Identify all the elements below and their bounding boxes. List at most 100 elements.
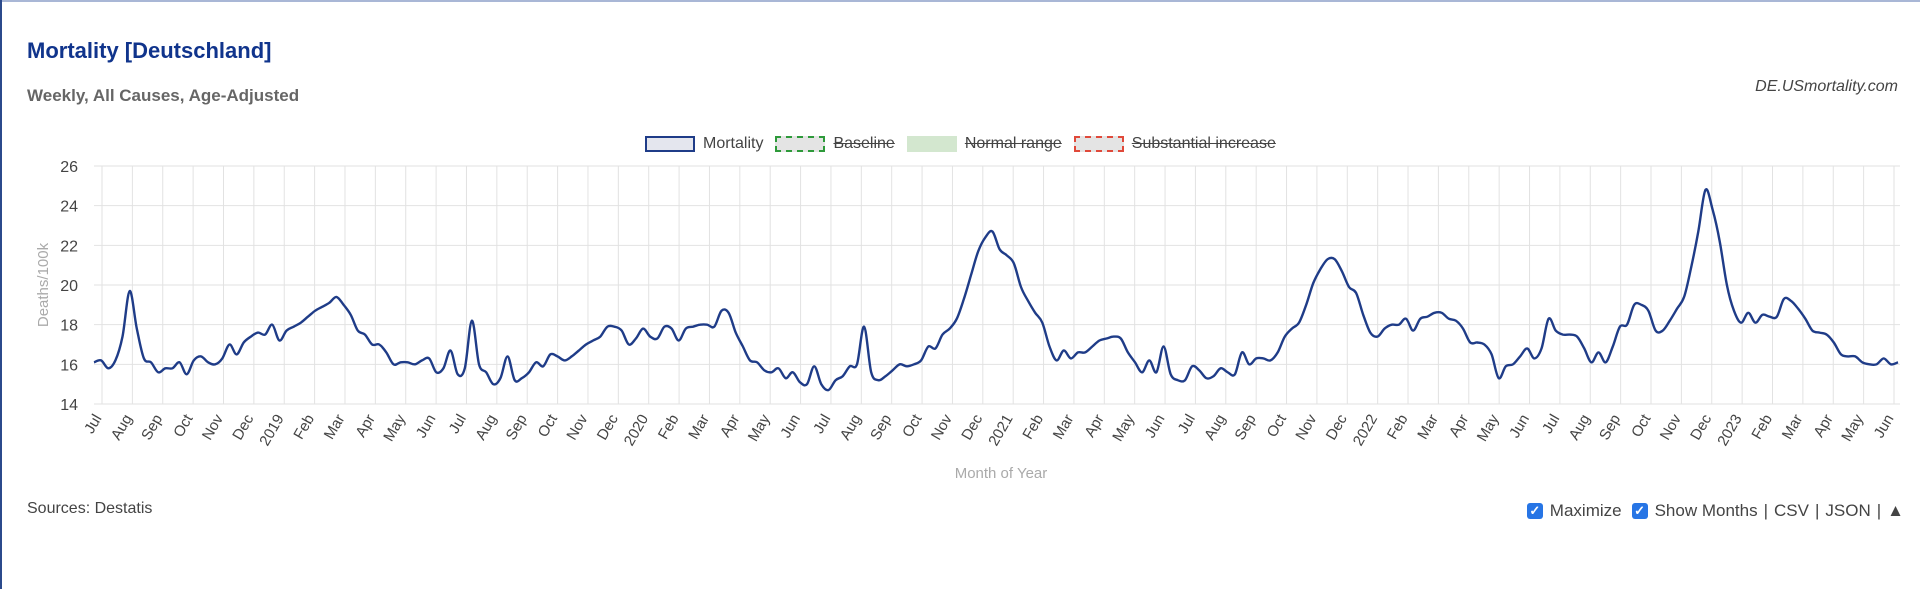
legend-item-mortality[interactable]: Mortality — [645, 135, 763, 153]
x-tick-label: May — [1474, 411, 1503, 444]
x-tick-label: Dec — [1687, 411, 1715, 443]
chart-controls: ✓ Maximize ✓ Show Months | CSV | JSON | … — [1526, 501, 1904, 521]
x-tick-label: Jun — [777, 412, 804, 441]
x-tick-label: Apr — [1081, 411, 1107, 440]
x-tick-label: Oct — [535, 411, 562, 440]
x-tick-label: Nov — [199, 411, 227, 443]
y-tick-label: 18 — [60, 318, 78, 335]
x-tick-label: Oct — [170, 411, 197, 440]
separator: | — [1814, 501, 1820, 520]
x-tick-label: Nov — [1292, 411, 1320, 443]
x-axis-label: Month of Year — [955, 465, 1048, 482]
x-tick-label: Dec — [594, 411, 622, 443]
x-tick-label: Aug — [837, 412, 865, 444]
x-tick-label: 2020 — [621, 412, 652, 449]
site-credit: DE.USmortality.com — [1755, 78, 1898, 95]
legend-label-normal-range: Normal range — [964, 135, 1062, 152]
x-tick-label: Jun — [1142, 412, 1169, 441]
maximize-checkbox[interactable]: ✓ — [1526, 503, 1543, 519]
x-tick-label: Oct — [1264, 411, 1291, 440]
y-axis-label: Deaths/100k — [35, 242, 52, 327]
x-tick-label: Jul — [1539, 412, 1563, 437]
x-tick-label: 2022 — [1350, 412, 1381, 449]
x-tick-label: 2021 — [985, 412, 1016, 449]
csv-link[interactable]: CSV — [1774, 501, 1809, 520]
x-tick-label: Aug — [472, 411, 500, 443]
legend-item-baseline[interactable]: Baseline — [775, 135, 895, 153]
x-tick-label: Nov — [1657, 411, 1685, 443]
x-tick-label: Jun — [413, 412, 440, 441]
x-tick-label: Sep — [503, 412, 531, 444]
x-tick-label: Mar — [1050, 412, 1078, 443]
x-tick-label: Apr — [1446, 411, 1472, 440]
json-link[interactable]: JSON — [1825, 501, 1871, 520]
x-tick-label: Oct — [899, 411, 926, 440]
x-tick-label: Nov — [928, 411, 956, 443]
maximize-label[interactable]: Maximize — [1549, 501, 1622, 520]
show-months-label[interactable]: Show Months — [1654, 501, 1758, 520]
left-rule — [0, 0, 2, 589]
x-tick-label: Sep — [867, 412, 895, 444]
y-tick-label: 20 — [60, 278, 78, 295]
x-tick-label: Jun — [1871, 412, 1898, 441]
legend-swatch-substantial-increase — [1073, 136, 1124, 152]
chart-title: Mortality [Deutschland] — [27, 38, 272, 63]
sources-note: Sources: Destatis — [27, 500, 153, 517]
collapse-arrow-icon[interactable]: ▲ — [1887, 501, 1904, 520]
x-tick-label: Mar — [685, 412, 713, 443]
x-tick-label: 2023 — [1714, 412, 1745, 449]
x-tick-label: Aug — [1566, 412, 1594, 444]
x-tick-label: Feb — [1019, 412, 1047, 443]
y-tick-label: 24 — [60, 199, 78, 216]
x-tick-label: Mar — [1779, 412, 1807, 443]
show-months-checkbox[interactable]: ✓ — [1631, 503, 1648, 519]
chart-subtitle: Weekly, All Causes, Age-Adjusted — [27, 86, 300, 105]
y-tick-label: 14 — [60, 397, 78, 414]
x-tick-label: Oct — [1628, 411, 1655, 440]
x-tick-label: Feb — [290, 412, 318, 443]
legend-label-mortality: Mortality — [703, 135, 764, 152]
x-tick-label: Aug — [1201, 412, 1229, 444]
legend-item-substantial-increase[interactable]: Substantial increase — [1073, 135, 1276, 153]
separator: | — [1876, 501, 1882, 520]
legend-label-substantial-increase: Substantial increase — [1131, 135, 1276, 152]
legend-swatch-baseline — [775, 136, 826, 152]
x-tick-label: Sep — [1232, 412, 1260, 444]
x-tick-label: Dec — [1323, 411, 1351, 443]
legend-item-normal-range[interactable]: Normal range — [906, 135, 1062, 153]
x-tick-label: Jul — [81, 412, 105, 437]
legend-swatch-mortality — [645, 136, 695, 152]
x-tick-label: Feb — [655, 412, 683, 443]
x-tick-label: 2019 — [256, 412, 287, 449]
y-tick-label: 22 — [60, 238, 78, 255]
top-rule — [0, 0, 1920, 2]
x-tick-label: Jun — [1506, 412, 1533, 441]
x-tick-label: Sep — [1596, 412, 1624, 444]
x-tick-label: Nov — [563, 411, 591, 443]
separator: | — [1763, 501, 1769, 520]
x-tick-label: Apr — [717, 411, 743, 440]
x-tick-label: Apr — [352, 411, 378, 440]
y-tick-label: 26 — [60, 159, 78, 176]
x-tick-label: Jul — [1175, 412, 1199, 437]
x-tick-label: Apr — [1810, 411, 1836, 440]
legend-swatch-normal-range — [906, 136, 957, 152]
x-tick-label: May — [1838, 411, 1867, 444]
x-tick-label: May — [1109, 411, 1138, 444]
x-tick-label: Jul — [446, 412, 470, 437]
x-tick-label: Sep — [138, 412, 166, 444]
y-tick-label: 16 — [60, 357, 78, 374]
x-tick-label: Mar — [321, 412, 349, 443]
x-tick-label: Feb — [1384, 412, 1412, 443]
x-tick-label: Feb — [1748, 412, 1776, 443]
x-tick-label: Jul — [810, 412, 834, 437]
x-tick-label: Mar — [1414, 412, 1442, 443]
x-tick-label: May — [745, 411, 774, 444]
x-tick-label: Dec — [229, 411, 257, 443]
x-tick-label: Aug — [108, 412, 136, 444]
mortality-series-line — [93, 188, 1899, 392]
legend-label-baseline: Baseline — [833, 135, 895, 152]
chart-legend: Mortality Baseline Normal range Substant… — [645, 135, 1288, 153]
x-tick-label: Dec — [958, 411, 986, 443]
